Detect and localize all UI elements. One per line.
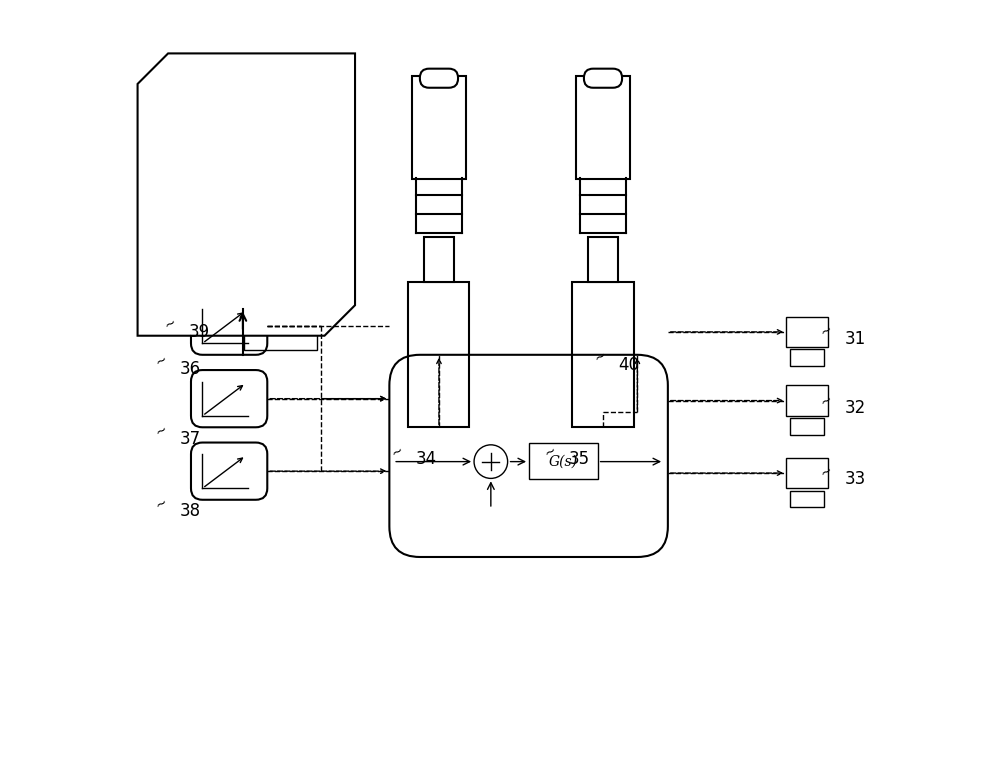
Text: G(s): G(s) xyxy=(549,454,578,468)
Text: 40: 40 xyxy=(618,356,639,374)
Bar xyxy=(790,491,824,507)
Bar xyxy=(576,76,630,179)
FancyBboxPatch shape xyxy=(584,69,622,88)
Bar xyxy=(529,443,598,479)
Bar xyxy=(786,317,828,347)
Text: 35: 35 xyxy=(569,450,590,468)
Bar xyxy=(244,248,317,277)
Bar xyxy=(572,282,634,427)
Text: ~: ~ xyxy=(818,322,835,340)
Bar xyxy=(786,385,828,416)
Text: 32: 32 xyxy=(845,399,866,417)
FancyBboxPatch shape xyxy=(420,69,458,88)
Circle shape xyxy=(474,445,508,478)
Bar xyxy=(164,210,229,282)
Bar xyxy=(408,282,469,427)
Text: ~: ~ xyxy=(162,315,179,333)
Text: ~: ~ xyxy=(153,352,170,370)
Bar xyxy=(424,237,454,282)
Bar xyxy=(244,285,317,314)
Text: 33: 33 xyxy=(845,470,866,488)
Text: ~: ~ xyxy=(818,391,835,410)
Text: ~: ~ xyxy=(389,443,406,461)
Text: ~: ~ xyxy=(153,422,170,440)
Bar xyxy=(790,418,824,435)
Text: 34: 34 xyxy=(416,450,437,468)
Text: 39: 39 xyxy=(189,323,210,341)
Text: ~: ~ xyxy=(153,494,170,513)
Bar xyxy=(790,349,824,366)
Text: 36: 36 xyxy=(180,359,201,378)
Text: ~: ~ xyxy=(542,443,559,461)
Text: ~: ~ xyxy=(818,462,835,481)
Text: 37: 37 xyxy=(180,430,201,448)
Bar xyxy=(412,76,466,179)
Bar xyxy=(588,237,618,282)
Polygon shape xyxy=(138,53,355,336)
Text: ~: ~ xyxy=(591,348,608,366)
Bar xyxy=(244,321,317,350)
Bar xyxy=(244,211,317,240)
Text: 31: 31 xyxy=(845,330,866,348)
Text: 38: 38 xyxy=(180,502,201,520)
Bar xyxy=(786,458,828,488)
